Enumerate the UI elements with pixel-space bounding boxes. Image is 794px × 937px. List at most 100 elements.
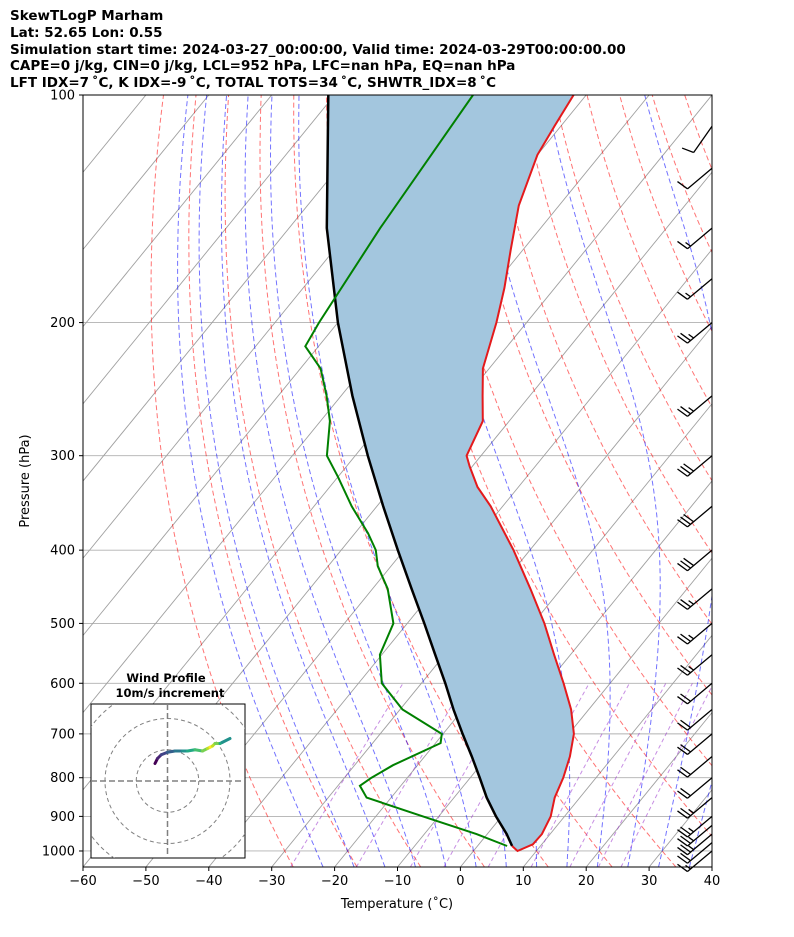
inset-subtitle: 10m/s increment [116, 686, 225, 700]
y-tick-label: 300 [50, 449, 75, 464]
mixing-ratio-line [569, 683, 667, 867]
x-tick-label: 30 [641, 874, 658, 889]
wind-barb [677, 815, 713, 838]
wind-barb [677, 505, 713, 528]
wind-barb [677, 455, 713, 477]
wind-barb [677, 797, 713, 819]
wind-barb [677, 682, 713, 705]
title-indices-2: LFT IDX=7 ˚C, K IDX=-9 ˚C, TOTAL TOTS=34… [10, 75, 496, 92]
dry-adiabat-line [717, 95, 794, 867]
moist-adiabat-line [220, 95, 386, 867]
dry-adiabat-line [188, 95, 358, 867]
wind-barb [677, 824, 713, 847]
isotherm-line [585, 711, 712, 867]
wind-barb [677, 278, 713, 300]
x-tick-label: −20 [321, 874, 348, 889]
dry-adiabat-line [224, 95, 422, 867]
x-tick-label: 0 [456, 874, 464, 889]
mixing-ratio-line [620, 685, 712, 867]
mixing-ratio-line [409, 683, 517, 867]
title-times: Simulation start time: 2024-03-27_00:00:… [10, 41, 626, 58]
moist-adiabat-line [177, 95, 324, 867]
dry-adiabat-line [150, 95, 294, 867]
x-tick-label: −50 [132, 874, 159, 889]
inset-title: Wind Profile [126, 671, 206, 685]
y-tick-label: 700 [50, 727, 75, 742]
wind-barb [681, 125, 713, 154]
mixing-ratio-line [597, 683, 693, 867]
wind-barb [677, 777, 713, 799]
wind-barb [677, 622, 713, 645]
y-tick-label: 400 [50, 544, 75, 559]
y-tick-label: 1000 [42, 844, 75, 859]
wind-barb [677, 833, 713, 856]
mixing-ratio-line [355, 683, 466, 867]
dry-adiabat-line [783, 95, 794, 867]
wind-profile-inset: Wind Profile 10m/s increment [90, 671, 246, 859]
dry-adiabat-line [684, 95, 712, 171]
x-axis-label: Temperature (˚C) [340, 896, 453, 912]
wind-barb [677, 322, 713, 344]
isotherm-line [522, 634, 712, 867]
wind-barb [677, 227, 713, 250]
x-tick-label: 40 [704, 874, 721, 889]
isotherm-line [208, 248, 712, 867]
y-tick-label: 900 [50, 810, 75, 825]
title-location: Lat: 52.65 Lon: 0.55 [10, 24, 163, 41]
wind-barb [677, 395, 713, 417]
dry-adiabat-line [488, 95, 712, 625]
temperature-line [465, 95, 575, 853]
title-indices-1: CAPE=0 j/kg, CIN=0 j/kg, LCL=952 hPa, LF… [10, 58, 516, 75]
x-tick-label: 20 [578, 874, 595, 889]
dry-adiabat-line [293, 95, 549, 867]
dewpoint-line [304, 95, 508, 847]
moist-adiabat-line [644, 95, 712, 867]
moist-adiabat-line [752, 95, 794, 867]
isotherm-line [334, 403, 712, 867]
wind-barb [677, 733, 713, 755]
isotherm-line [711, 866, 712, 867]
chart-header: SkewTLogP Marham Lat: 52.65 Lon: 0.55 Si… [10, 8, 626, 92]
y-tick-label: 600 [50, 677, 75, 692]
y-axis-label: Pressure (hPa) [18, 434, 33, 527]
y-tick-label: 200 [50, 316, 75, 331]
x-tick-label: −30 [258, 874, 285, 889]
temperature-parcel-fill [326, 95, 574, 851]
dry-adiabat-line [651, 95, 712, 254]
wind-barb [677, 842, 713, 864]
y-tick-label: 100 [50, 89, 75, 104]
isotherm-line [83, 95, 335, 405]
wind-barb [677, 549, 713, 572]
mixing-ratio-line [290, 683, 404, 867]
moist-adiabat-line [471, 95, 611, 867]
wind-barb [677, 709, 713, 731]
dry-adiabat-line [521, 95, 712, 554]
moist-adiabat-line [688, 779, 712, 867]
isotherm-line [83, 95, 84, 96]
moist-adiabat-line [269, 95, 447, 867]
wind-barb [677, 756, 713, 778]
x-tick-label: −40 [195, 874, 222, 889]
isotherm-line [83, 95, 398, 482]
isotherm-line [648, 789, 712, 867]
wind-barb [677, 850, 713, 873]
wind-barb [677, 167, 713, 190]
wind-barb [677, 654, 713, 676]
mixing-ratio-line [530, 683, 630, 867]
isotherm-line [271, 325, 712, 867]
moist-adiabat-line [244, 95, 416, 867]
wind-barbs [677, 125, 713, 873]
isotherm-line [83, 95, 210, 251]
dry-adiabat-line [553, 95, 712, 482]
y-tick-label: 800 [50, 771, 75, 786]
dry-adiabat-line [750, 95, 794, 867]
parcel-profile-line [325, 95, 514, 847]
x-tick-label: −60 [69, 874, 96, 889]
moist-adiabat-line [720, 95, 794, 867]
hodograph-segment [221, 737, 232, 744]
y-tick-label: 500 [50, 617, 75, 632]
moist-adiabat-line [545, 95, 661, 867]
axes: −60 −50 −40 −30 −20 −10 0 10 20 30 40 100 200 300 400 5… [42, 89, 720, 890]
title-station: SkewTLogP Marham [10, 8, 164, 24]
